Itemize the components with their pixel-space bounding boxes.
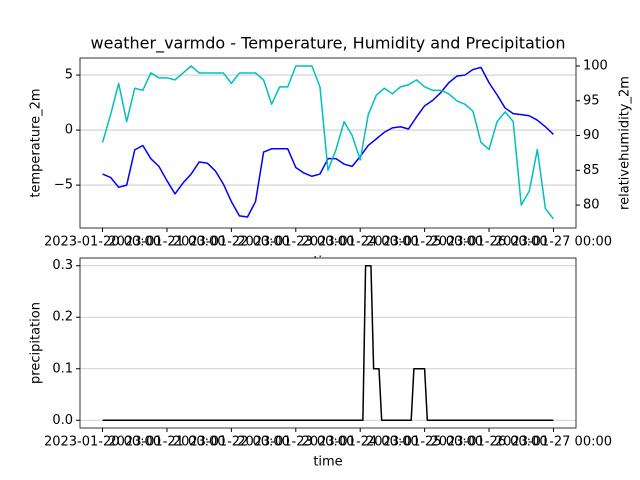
y-tick-label: 5 <box>65 68 73 83</box>
axes-frame <box>79 57 577 229</box>
y2-tick-label: 100 <box>583 58 608 73</box>
x-tick-label: 2023-01-25 00:00 <box>366 235 483 250</box>
plot-area <box>80 58 576 228</box>
x-tick-label: 2023-01-26 00:00 <box>430 235 547 250</box>
x-tick-label: 2023-01-25 00:00 <box>366 435 483 450</box>
x-tick-label: 2023-01-27 00:00 <box>495 235 612 250</box>
y-tick-label: 0 <box>65 123 73 138</box>
x-tick-label: 2023-01-22 00:00 <box>173 435 290 450</box>
data-line <box>102 66 554 218</box>
x-tick-label: 2023-01-26 00:00 <box>430 435 547 450</box>
data-line <box>102 264 554 422</box>
y2-tick-label: 95 <box>583 93 600 108</box>
x-tick-label: 2023-01-20 00:00 <box>44 235 161 250</box>
y-tick-label: 0.2 <box>52 310 73 325</box>
y-tick-label: 0.0 <box>52 413 73 428</box>
y2-tick-label: 85 <box>583 163 600 178</box>
plot-area <box>80 258 576 428</box>
axes-frame <box>79 257 577 429</box>
y-axis-label: temperature_2m <box>29 88 44 197</box>
y-tick-label: 0.3 <box>52 258 73 273</box>
x-tick-label: 2023-01-23 00:00 <box>237 435 354 450</box>
x-tick-label: 2023-01-22 00:00 <box>173 235 290 250</box>
x-tick-label: 2023-01-21 00:00 <box>108 235 225 250</box>
y2-tick-label: 90 <box>583 128 600 143</box>
chart-title: weather_varmdo - Temperature, Humidity a… <box>91 34 566 54</box>
y2-axis-label: relativehumidity_2m <box>618 76 633 210</box>
x-axis-label: time <box>313 455 342 470</box>
x-tick-label: 2023-01-24 00:00 <box>302 435 419 450</box>
x-tick-label: 2023-01-23 00:00 <box>237 235 354 250</box>
x-tick-label: 2023-01-24 00:00 <box>302 235 419 250</box>
x-tick-label: 2023-01-21 00:00 <box>108 435 225 450</box>
y-axis-label: precipitation <box>29 302 44 384</box>
y-tick-label: −5 <box>54 178 73 193</box>
data-line <box>101 65 555 220</box>
x-tick-label: 2023-01-20 00:00 <box>44 435 161 450</box>
subplot: weather_varmdo - Temperature, Humidity a… <box>29 34 633 270</box>
y-tick-label: 0.1 <box>52 361 73 376</box>
x-tick-label: 2023-01-27 00:00 <box>495 435 612 450</box>
y2-tick-label: 80 <box>583 198 600 213</box>
